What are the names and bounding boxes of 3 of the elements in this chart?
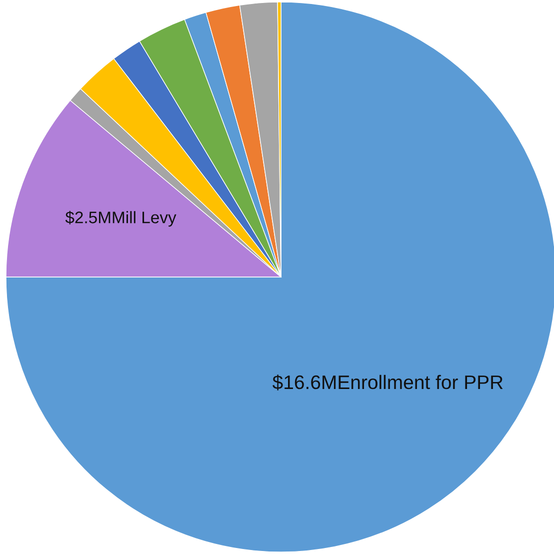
slice-label: $2.5MMill Levy — [65, 210, 176, 227]
slice-label: $16.6MEnrollment for PPR — [272, 374, 503, 390]
pie-slice — [6, 2, 554, 552]
